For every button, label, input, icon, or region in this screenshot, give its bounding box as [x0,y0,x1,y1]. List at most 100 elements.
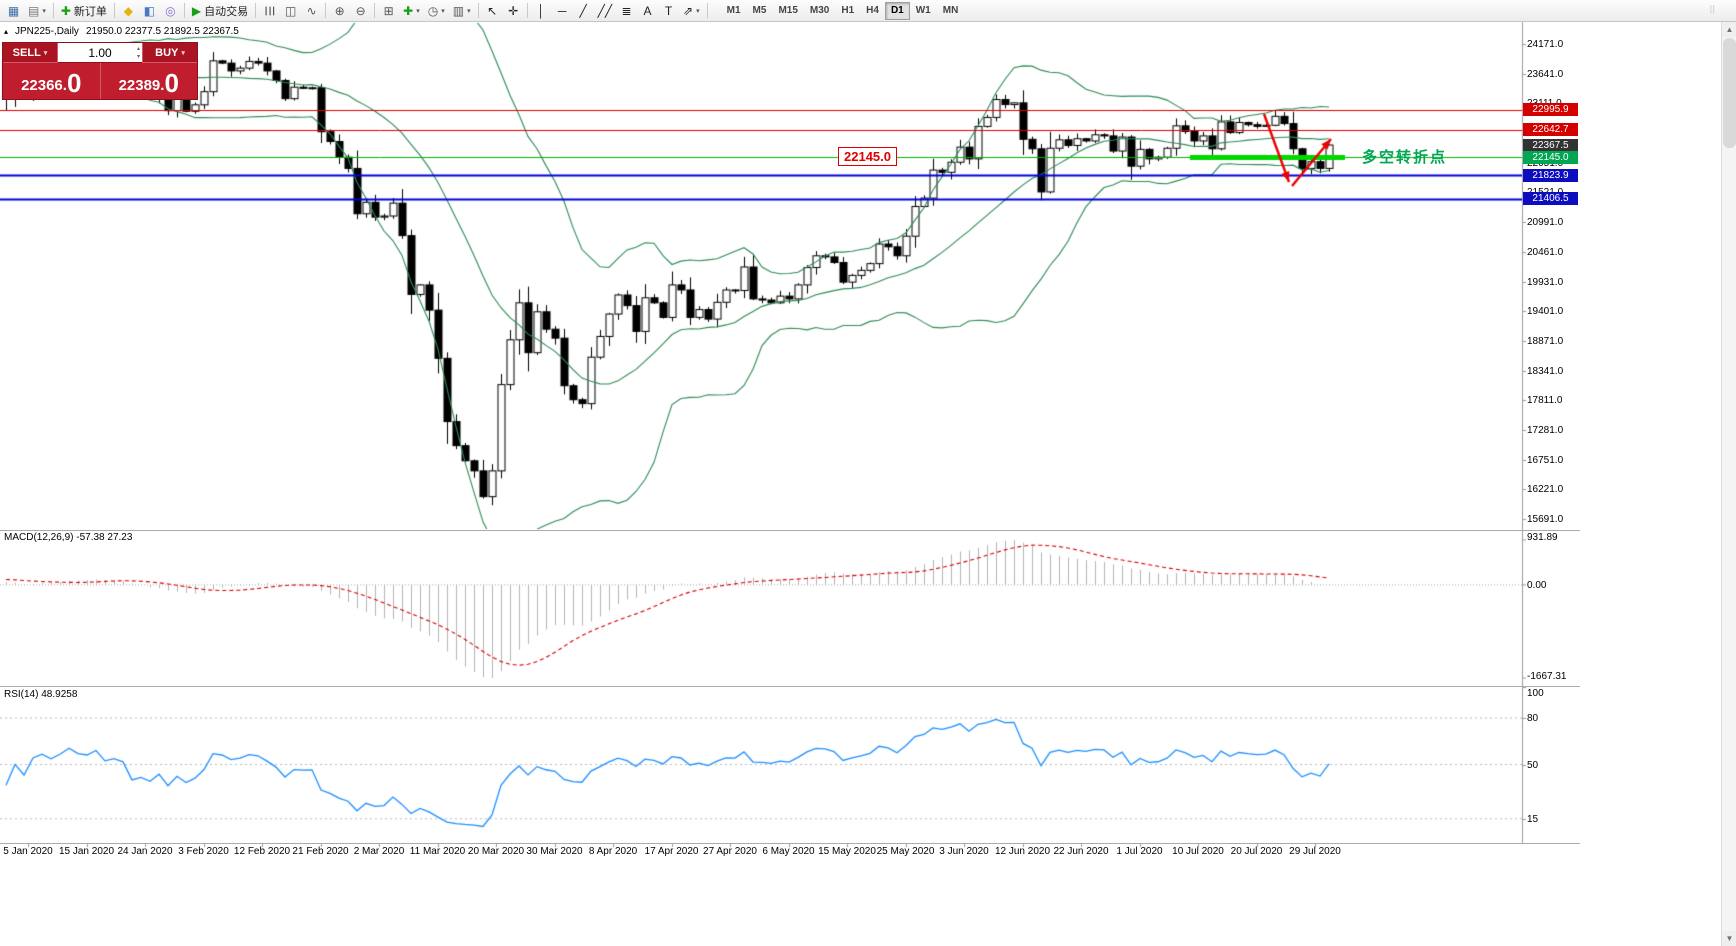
price-label-box: 22367.5 [1523,139,1578,152]
text-tool-button[interactable]: A [637,1,658,20]
fibonacci-tool-button[interactable]: ≣ [616,1,637,20]
label-tool-icon: T [664,3,673,18]
profiles-button[interactable]: ▤ ▾ [24,1,50,20]
templates-button[interactable]: ▥ ▾ [449,1,475,20]
date-axis-label: 11 Mar 2020 [409,846,466,857]
vertical-line-tool-button[interactable]: │ [531,1,552,20]
text-tool-icon: A [643,3,652,18]
price-tick-label: 17811.0 [1527,395,1563,407]
scroll-down-icon[interactable]: ▼ [1722,931,1736,946]
turning-point-annotation[interactable]: 多空转折点 [1362,149,1448,166]
oct-collapse-icon[interactable]: ▴ [4,27,9,36]
fibonacci-tool-icon: ≣ [621,3,632,18]
date-axis-label: 27 Apr 2020 [703,846,757,857]
timeframe-h1-button[interactable]: H1 [835,2,860,20]
toolbar-separator [477,3,479,18]
line-chart-mode-button[interactable]: ∿ [301,1,322,20]
caret-down-icon: ▾ [441,7,445,15]
date-axis-label: 20 Jul 2020 [1230,846,1283,857]
periods-icon: ◷ [427,3,439,18]
new-chart-icon: ▦ [7,3,20,18]
macd-axis-min: -1667.31 [1527,671,1567,682]
new-order-icon: ✚ [60,3,71,18]
horizontal-line-tool-button[interactable]: ─ [552,1,573,20]
autotrading-label: 自动交易 [204,5,249,18]
volume-input[interactable]: 1.00 ▴ ▾ [58,43,142,63]
timeframe-d1-button[interactable]: D1 [884,1,910,20]
spin-up-icon[interactable]: ▴ [136,46,140,52]
volume-value: 1.00 [88,45,112,60]
price-tick-label: 20991.0 [1527,217,1564,229]
channel-tool-button[interactable]: ╱╱ [594,1,616,20]
candlestick-mode-button[interactable]: ◫ [280,1,301,20]
sell-button[interactable]: SELL ▾ [3,43,58,63]
volume-spinner[interactable]: ▴ ▾ [137,45,140,61]
date-axis-label: 10 Jul 2020 [1172,846,1224,857]
autotrading-button[interactable]: ▶ 自动交易 [188,1,252,20]
sell-price-button[interactable]: 22366. 0 [3,63,101,99]
crosshair-button[interactable]: ✛ [503,1,524,20]
price-tick-label: 24171.0 [1527,39,1564,50]
label-tool-button[interactable]: T [658,1,679,20]
toolbar-grip[interactable]: ⁞⁞ [1709,5,1715,16]
arrows-tool-button[interactable]: ⇗ ▾ [679,1,704,20]
metaeditor-button[interactable]: ◆ [118,1,139,20]
zoom-in-button[interactable]: ⊕ [329,1,350,20]
cursor-button[interactable]: ↖ [482,1,503,20]
navigator-icon: ◎ [165,3,176,18]
trendline-tool-button[interactable]: ╱ [573,1,594,20]
bar-chart-mode-button[interactable]: ☰ [259,1,280,20]
buy-price-button[interactable]: 22389. 0 [101,63,198,99]
one-click-trading-panel: SELL ▾ 1.00 ▴ ▾ BUY ▾ 22366. 0 22389. [2,42,198,100]
date-axis-label: 3 Feb 2020 [178,846,229,857]
crosshair-icon: ✛ [508,3,519,18]
periods-button[interactable]: ◷ ▾ [424,1,449,20]
sell-price-big-digit: 0 [66,67,82,98]
macd-axis-max: 931.89 [1527,532,1558,543]
timeframe-m5-button[interactable]: M5 [747,2,773,20]
indicators-button[interactable]: ✚ ▾ [399,1,424,20]
caret-down-icon: ▾ [416,7,420,15]
price-tick-label: 23641.0 [1527,68,1564,80]
panel-divider-dates[interactable] [0,843,1580,844]
line-chart-mode-icon: ∿ [306,3,317,18]
scroll-up-icon[interactable]: ▲ [1722,22,1736,37]
templates-icon: ▥ [452,3,465,18]
vertical-scrollbar[interactable]: ▲ ▼ [1721,22,1736,946]
price-tick-label: 18341.0 [1527,365,1564,377]
panel-divider-macd[interactable] [0,530,1580,531]
new-order-button[interactable]: ✚ 新订单 [57,1,111,20]
bar-chart-mode-icon: ☰ [262,5,277,16]
date-axis-label: 8 Apr 2020 [588,846,638,857]
price-callout-22145[interactable]: 22145.0 [838,147,897,166]
sell-price: 22366. [21,76,67,94]
panel-divider-rsi[interactable] [0,686,1580,687]
spin-down-icon[interactable]: ▾ [136,54,140,60]
buy-button[interactable]: BUY ▾ [142,43,197,63]
timeframe-toolbar: M1 M5 M15 M30 H1 H4 D1 W1 MN [721,1,965,20]
toolbar-separator [183,3,185,18]
timeframe-m15-button[interactable]: M15 [772,2,803,20]
date-axis-label: 15 Jan 2020 [58,846,115,857]
date-axis-label: 5 Jan 2020 [3,846,53,857]
timeframe-mn-button[interactable]: MN [937,2,965,20]
navigator-button[interactable]: ◎ [160,1,181,20]
timeframe-m1-button[interactable]: M1 [721,2,747,20]
timeframe-m30-button[interactable]: M30 [804,2,835,20]
buy-price: 22389. [118,76,165,94]
caret-down-icon: ▾ [696,7,700,15]
tile-windows-button[interactable]: ⊞ [378,1,399,20]
data-window-button[interactable]: ◧ [139,1,160,20]
new-chart-button[interactable]: ▦ [3,1,24,20]
zoom-out-button[interactable]: ⊖ [350,1,371,20]
zoom-out-icon: ⊖ [355,3,366,18]
date-axis-label: 2 Mar 2020 [353,846,405,857]
toolbar: ▦ ▤ ▾ ✚ 新订单 ◆ ◧ ◎ ▶ 自动交易 ☰ ◫ ∿ ⊕ ⊖ ⊞ ✚ ▾ ◷ ▾ ▥ ▾ ↖ ✛ │ ─ ╱ ╱╱ ≣ A T ⇗ ▾ M… [0,0,1736,22]
timeframe-w1-button[interactable]: W1 [910,2,937,20]
scrollbar-thumb[interactable] [1723,38,1736,148]
price-tick-label: 19401.0 [1527,306,1564,318]
timeframe-h4-button[interactable]: H4 [860,2,885,20]
rsi-indicator-label: RSI(14) 48.9258 [4,689,78,700]
trendline-tool-icon: ╱ [579,3,587,18]
